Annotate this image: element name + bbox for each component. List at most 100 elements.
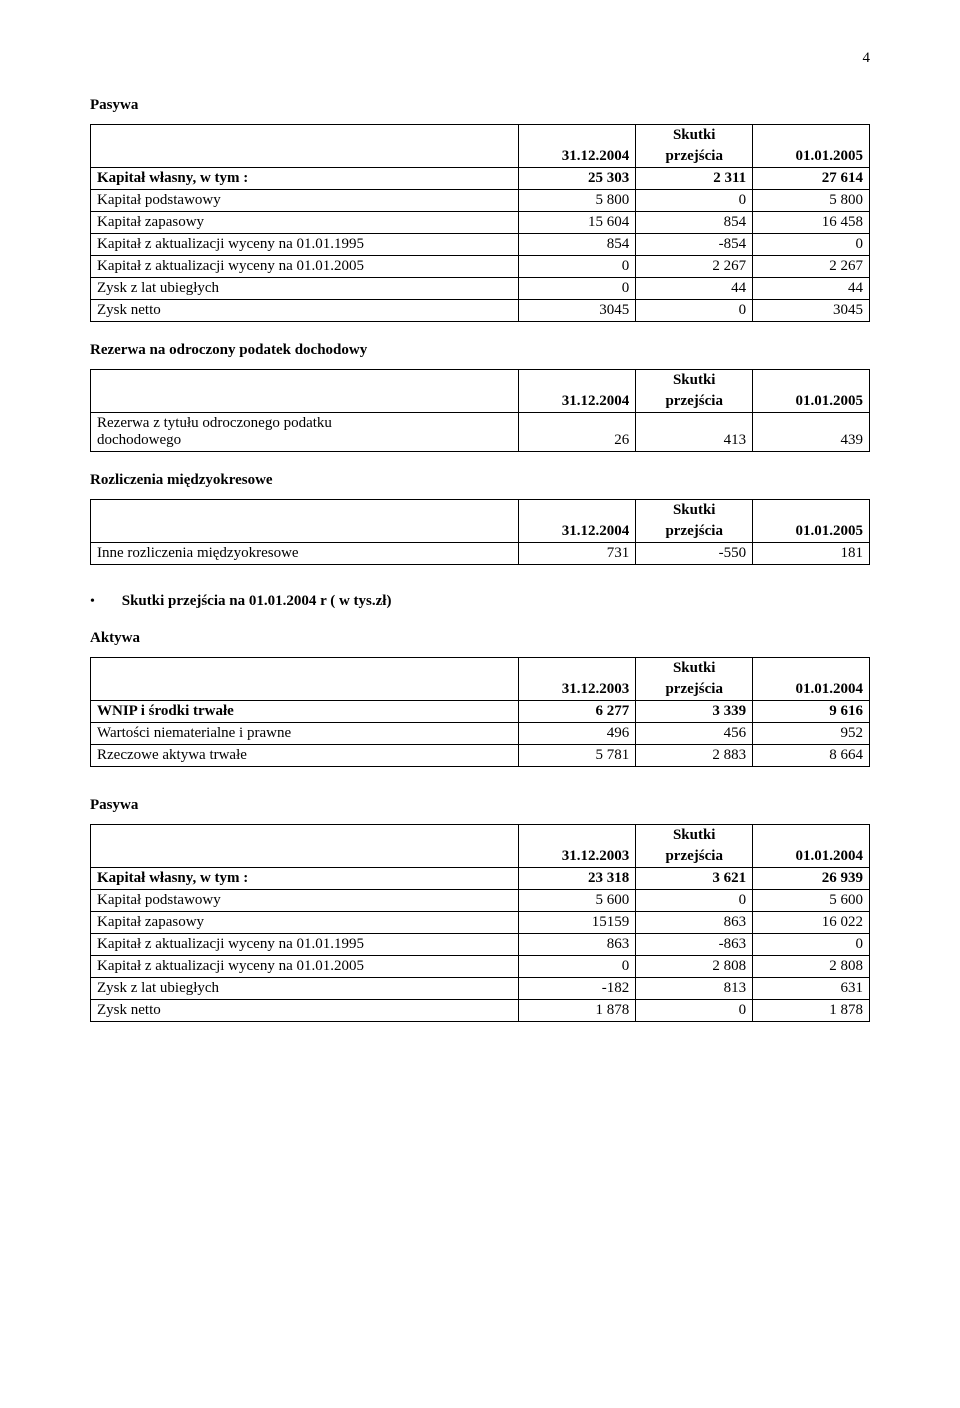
cell-v2: 854 <box>636 212 753 234</box>
page-number: 4 <box>90 50 870 67</box>
table-header-c2-top: Skutki <box>636 500 753 522</box>
bullet-line: • Skutki przejścia na 01.01.2004 r ( w t… <box>90 593 870 610</box>
table-header-c2-top: Skutki <box>636 370 753 392</box>
cell-label: Zysk z lat ubiegłych <box>91 978 519 1000</box>
cell-v2: 413 <box>636 413 753 452</box>
cell-v3: 181 <box>753 543 870 565</box>
table-header-c3: 01.01.2005 <box>753 500 870 543</box>
cell-v2: -863 <box>636 934 753 956</box>
table-rezerwa: 31.12.2004 Skutki 01.01.2005 przejścia R… <box>90 369 870 452</box>
cell-v3: 44 <box>753 278 870 300</box>
cell-v2: 0 <box>636 300 753 322</box>
cell-v3: 952 <box>753 723 870 745</box>
cell-v1: 23 318 <box>519 868 636 890</box>
table-row: Rzeczowe aktywa trwałe5 7812 8838 664 <box>91 745 870 767</box>
cell-v3: 16 022 <box>753 912 870 934</box>
bullet-icon: • <box>90 594 118 610</box>
cell-v1: 5 781 <box>519 745 636 767</box>
table-header-c3: 01.01.2004 <box>753 658 870 701</box>
table-row: Kapitał własny, w tym :25 3032 31127 614 <box>91 168 870 190</box>
bullet-text: Skutki przejścia na 01.01.2004 r ( w tys… <box>122 593 392 609</box>
cell-label: Kapitał własny, w tym : <box>91 868 519 890</box>
table-header-empty <box>91 500 519 543</box>
table-header-c3: 01.01.2005 <box>753 370 870 413</box>
cell-v1: 3045 <box>519 300 636 322</box>
cell-label: WNIP i środki trwałe <box>91 701 519 723</box>
cell-v2: 863 <box>636 912 753 934</box>
cell-v3: 0 <box>753 934 870 956</box>
cell-v1: 0 <box>519 256 636 278</box>
table-header-c1: 31.12.2004 <box>519 125 636 168</box>
table-header-c3: 01.01.2005 <box>753 125 870 168</box>
cell-v2: -550 <box>636 543 753 565</box>
cell-v3: 631 <box>753 978 870 1000</box>
cell-v2: 3 339 <box>636 701 753 723</box>
cell-v1: -182 <box>519 978 636 1000</box>
table-header-c2-bot: przejścia <box>636 521 753 543</box>
cell-v1: 0 <box>519 278 636 300</box>
cell-label-line1: Rezerwa z tytułu odroczonego podatku <box>97 415 332 431</box>
table-header-empty <box>91 125 519 168</box>
cell-v1: 15 604 <box>519 212 636 234</box>
cell-v2: 813 <box>636 978 753 1000</box>
cell-v3: 26 939 <box>753 868 870 890</box>
table-pasywa1: 31.12.2004 Skutki 01.01.2005 przejścia K… <box>90 124 870 322</box>
cell-v3: 9 616 <box>753 701 870 723</box>
cell-v2: 2 267 <box>636 256 753 278</box>
cell-v1: 863 <box>519 934 636 956</box>
table-row: WNIP i środki trwałe6 2773 3399 616 <box>91 701 870 723</box>
cell-v3: 3045 <box>753 300 870 322</box>
cell-v3: 439 <box>753 413 870 452</box>
cell-label: Zysk netto <box>91 1000 519 1022</box>
table-body: WNIP i środki trwałe6 2773 3399 616Warto… <box>91 701 870 767</box>
table-row: Wartości niematerialne i prawne496456952 <box>91 723 870 745</box>
cell-v3: 2 808 <box>753 956 870 978</box>
table-row: Kapitał z aktualizacji wyceny na 01.01.2… <box>91 956 870 978</box>
table-header-c2-top: Skutki <box>636 825 753 847</box>
table-header-c3: 01.01.2004 <box>753 825 870 868</box>
cell-label: Kapitał podstawowy <box>91 890 519 912</box>
cell-v2: 3 621 <box>636 868 753 890</box>
table-header-c1: 31.12.2003 <box>519 658 636 701</box>
cell-v3: 2 267 <box>753 256 870 278</box>
section-title-aktywa: Aktywa <box>90 630 870 647</box>
table-row: Kapitał zapasowy1515986316 022 <box>91 912 870 934</box>
table-row: Kapitał zapasowy15 60485416 458 <box>91 212 870 234</box>
cell-v1: 26 <box>519 413 636 452</box>
cell-label: Kapitał zapasowy <box>91 912 519 934</box>
table-pasywa2: 31.12.2003 Skutki 01.01.2004 przejścia K… <box>90 824 870 1022</box>
cell-label-line2: dochodowego <box>97 432 181 448</box>
cell-label: Kapitał podstawowy <box>91 190 519 212</box>
section-title-pasywa2: Pasywa <box>90 797 870 814</box>
table-header-c2-bot: przejścia <box>636 146 753 168</box>
cell-v1: 1 878 <box>519 1000 636 1022</box>
cell-label: Inne rozliczenia międzyokresowe <box>91 543 519 565</box>
cell-v1: 15159 <box>519 912 636 934</box>
table-row: Zysk z lat ubiegłych-182813631 <box>91 978 870 1000</box>
cell-v3: 0 <box>753 234 870 256</box>
cell-v3: 5 800 <box>753 190 870 212</box>
cell-v2: 0 <box>636 190 753 212</box>
cell-v2: 2 808 <box>636 956 753 978</box>
table-header-empty <box>91 370 519 413</box>
table-aktywa: 31.12.2003 Skutki 01.01.2004 przejścia W… <box>90 657 870 767</box>
cell-v1: 731 <box>519 543 636 565</box>
table-header-c1: 31.12.2004 <box>519 500 636 543</box>
cell-v2: -854 <box>636 234 753 256</box>
cell-v2: 456 <box>636 723 753 745</box>
cell-v1: 5 800 <box>519 190 636 212</box>
table-row: Zysk netto304503045 <box>91 300 870 322</box>
cell-v1: 0 <box>519 956 636 978</box>
table-header-c1: 31.12.2003 <box>519 825 636 868</box>
cell-v2: 2 311 <box>636 168 753 190</box>
table-row: Inne rozliczenia międzyokresowe 731 -550… <box>91 543 870 565</box>
cell-v2: 44 <box>636 278 753 300</box>
cell-label: Kapitał z aktualizacji wyceny na 01.01.2… <box>91 956 519 978</box>
section-title-pasywa1: Pasywa <box>90 97 870 114</box>
table-header-c2-bot: przejścia <box>636 846 753 868</box>
table-row: Kapitał z aktualizacji wyceny na 01.01.1… <box>91 234 870 256</box>
cell-v3: 8 664 <box>753 745 870 767</box>
cell-label: Kapitał z aktualizacji wyceny na 01.01.1… <box>91 934 519 956</box>
table-row: Kapitał z aktualizacji wyceny na 01.01.1… <box>91 934 870 956</box>
cell-v1: 854 <box>519 234 636 256</box>
